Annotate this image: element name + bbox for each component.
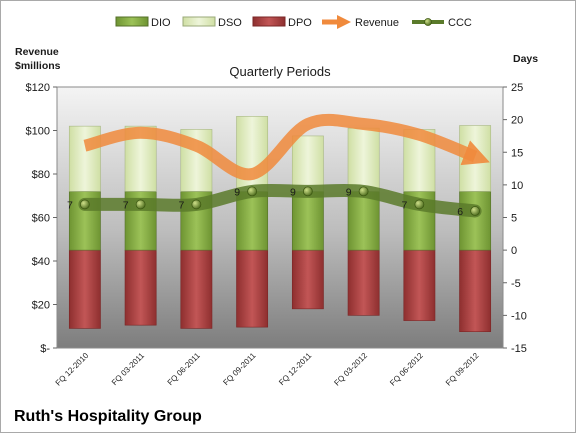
ccc-series: 7 7 7 9 9 9 7 6 [67,183,482,218]
left-tick-label: $20 [32,300,50,312]
legend-swatch-revenue [322,15,351,29]
ccc-point [135,199,146,210]
ccc-point [79,199,90,210]
revenue-point [139,131,142,134]
ccc-data-label: 7 [123,199,129,211]
dpo-bar [347,249,380,316]
legend-swatch-dpo [252,16,286,27]
chart-subtitle: Quarterly Periods [229,64,331,79]
ccc-data-label: 7 [67,199,73,211]
dpo-bar [291,249,324,310]
revenue-line [83,113,490,181]
ccc-point [414,199,425,210]
dpo-bar [403,249,436,321]
legend-label-ccc: CCC [448,17,472,29]
legend-swatch-ccc [412,18,444,26]
ccc-data-label: 7 [179,199,185,211]
left-tick-label: $120 [26,82,50,94]
dpo-bar [180,249,213,329]
revenue-point [418,133,421,136]
right-tick-label: 0 [511,245,517,257]
ccc-data-label: 9 [234,186,240,198]
ccc-data-label: 9 [290,186,296,198]
legend-label-dio: DIO [151,17,171,29]
ccc-point [470,206,481,216]
dio-bar [459,191,492,251]
left-tick-label: $60 [32,213,50,225]
right-tick-label: 25 [511,82,523,94]
right-tick-label: 5 [511,213,517,225]
dio-bar [236,191,269,251]
right-tick-label: -10 [511,310,527,322]
dio-bar [291,191,324,251]
legend: DIO DSO DPO Revenue CCC [115,15,472,29]
dpo-bar [459,249,492,332]
legend-swatch-dso [182,16,216,27]
left-tick-label: $- [40,343,50,355]
ccc-data-label: 9 [346,186,352,198]
ccc-point [358,186,369,197]
revenue-point [83,144,86,147]
legend-swatch-dio [115,16,149,27]
revenue-point [195,144,198,147]
dso-bar [236,116,269,192]
right-tick-label: -5 [511,278,521,290]
revenue-point [306,122,309,125]
company-name: Ruth's Hospitality Group [14,408,202,425]
right-tick-label: 10 [511,180,523,192]
right-tick-label: 20 [511,115,523,127]
ccc-point [191,199,202,210]
revenue-series [83,113,490,181]
dpo-bar [236,249,269,328]
dso-bar [291,135,324,192]
left-axis-title-line-1: Revenue [15,46,59,58]
right-axis: -15 -10 -5 0 5 10 15 20 25 [503,82,527,355]
dio-bar [347,191,380,251]
legend-label-dpo: DPO [288,17,312,29]
right-axis-title: Days [513,53,538,65]
plot-area [56,86,504,349]
dpo-bar [124,249,157,326]
ccc-point [247,186,258,197]
left-axis: $- $20 $40 $60 $80 $100 $120 [26,82,57,355]
ccc-point [302,186,313,197]
revenue-point [362,122,365,125]
dpo-bar [68,249,101,329]
ccc-data-label: 6 [457,206,463,218]
revenue-point [474,155,477,158]
left-tick-label: $100 [26,126,50,138]
right-tick-label: 15 [511,147,523,159]
revenue-point [251,173,254,176]
legend-label-dso: DSO [218,17,242,29]
ccc-data-label: 7 [402,199,408,211]
left-tick-label: $80 [32,169,50,181]
right-tick-label: -15 [511,343,527,355]
left-tick-label: $40 [32,256,50,268]
dso-bar [68,125,101,192]
left-axis-title-line-2: $millions [15,60,61,72]
legend-label-revenue: Revenue [355,17,399,29]
dso-bar [347,127,380,192]
